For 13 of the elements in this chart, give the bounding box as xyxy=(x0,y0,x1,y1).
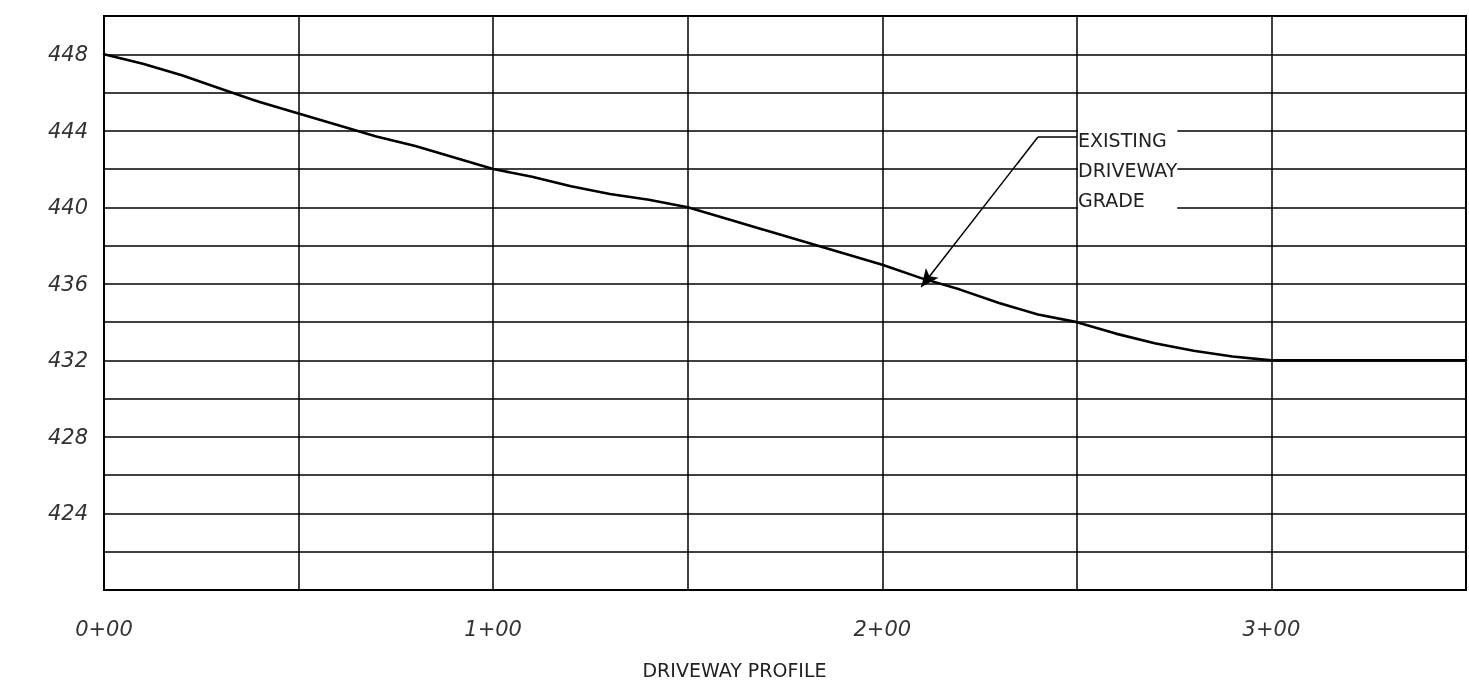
x-tick-label: 3+00 xyxy=(1242,616,1301,641)
y-tick-label: 448 xyxy=(47,42,88,67)
y-tick-label: 440 xyxy=(47,195,88,220)
y-tick-label: 436 xyxy=(47,271,88,296)
y-tick-label: 428 xyxy=(47,424,88,449)
annotation: EXISTING DRIVEWAY GRADE xyxy=(1078,129,1178,211)
x-tick-label: 2+00 xyxy=(853,616,912,641)
x-tick-label: 1+00 xyxy=(464,616,522,641)
text: DRIVEWAY PROFILE xyxy=(642,658,827,681)
y-tick-label: 432 xyxy=(47,348,88,373)
y-tick-label: 424 xyxy=(47,501,88,526)
y-tick-label: 444 xyxy=(47,118,88,143)
x-tick-label: 0+00 xyxy=(75,616,133,641)
